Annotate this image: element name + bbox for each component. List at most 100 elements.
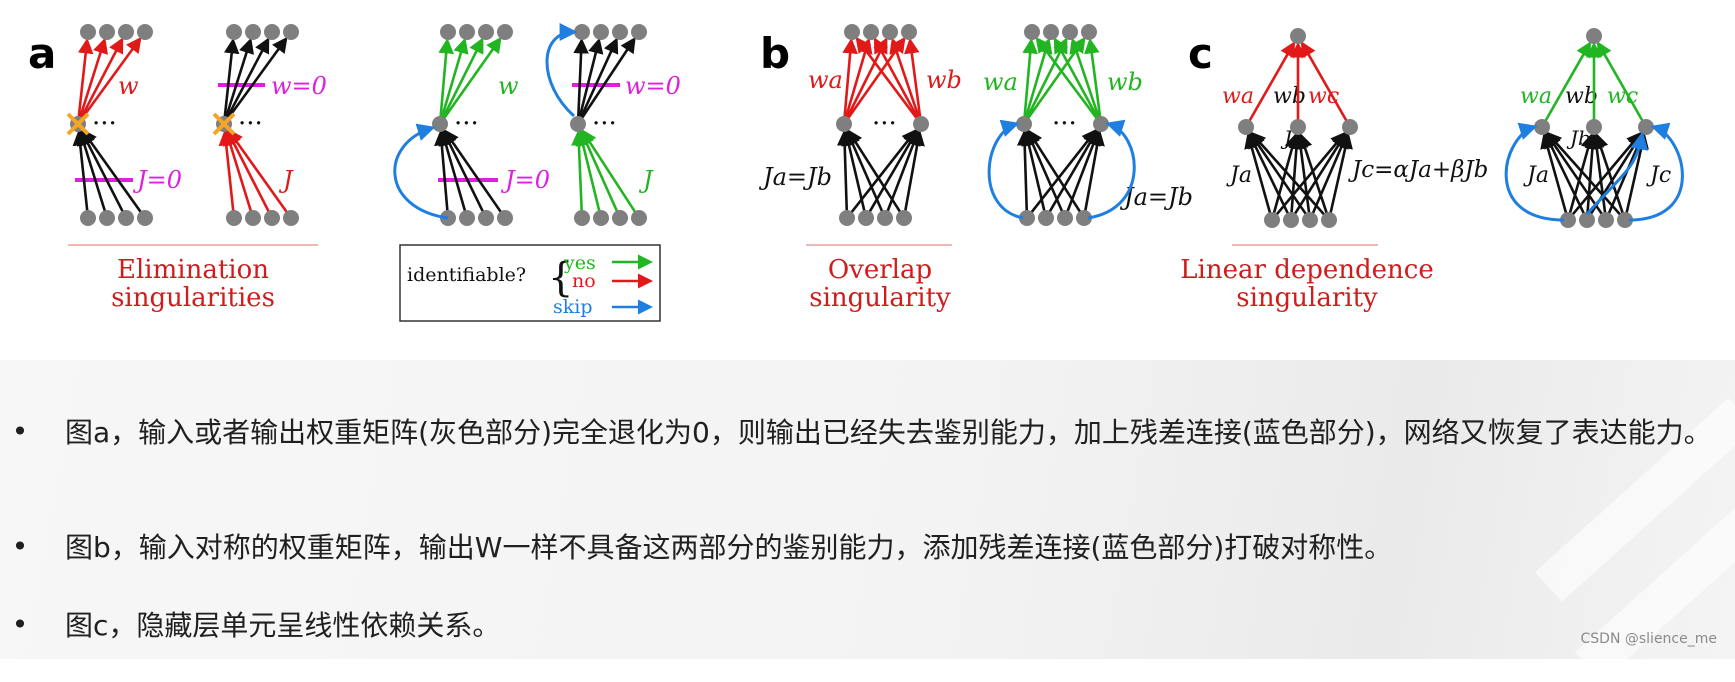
black-connection-arrow — [1593, 132, 1625, 215]
black-connection-arrow — [1545, 131, 1622, 217]
black-connection-arrow — [223, 37, 240, 119]
neuron-node — [863, 24, 879, 40]
label-wb-green: wb — [1107, 68, 1143, 96]
ellipsis: ··· — [454, 109, 479, 139]
caption-overlap-line2: singularity — [809, 283, 951, 313]
caption-elimination-line1: Elimination — [117, 255, 269, 285]
neuron-node — [1238, 119, 1254, 135]
neuron-node — [631, 210, 647, 226]
neuron-node — [264, 24, 280, 40]
black-connection-arrow — [836, 129, 853, 213]
neuron-node — [497, 24, 513, 40]
green-connection-arrow — [1053, 37, 1100, 120]
black-connection-arrow — [849, 128, 918, 215]
neuron-node — [1579, 212, 1595, 228]
panel-letter-a: a — [28, 29, 56, 78]
neuron-node — [1019, 210, 1035, 226]
label-J-zero: J=0 — [132, 166, 182, 194]
skip-connection-arrow — [393, 123, 449, 220]
neuron-node — [118, 210, 134, 226]
neuron-node — [844, 24, 860, 40]
green-connection-arrow — [442, 36, 502, 120]
black-connection-arrow — [1016, 129, 1033, 213]
black-connection-arrow — [573, 37, 589, 119]
neuron-node — [1081, 24, 1097, 40]
panel-letter-c: c — [1188, 29, 1213, 78]
red-connection-arrow — [842, 37, 858, 119]
black-connection-arrow — [81, 128, 143, 214]
neuron-node — [440, 24, 456, 40]
green-connection-arrow — [1069, 37, 1101, 119]
black-connection-arrow — [1329, 132, 1353, 215]
label-wa-green: wa — [983, 68, 1018, 96]
green-connection-arrow — [579, 129, 619, 214]
green-connection-arrow — [1022, 37, 1038, 119]
red-connection-arrow — [855, 36, 919, 120]
black-connection-arrow — [578, 37, 604, 119]
neuron-node — [1586, 28, 1602, 44]
label-w-zero-green: w=0 — [625, 72, 681, 100]
black-connection-arrow — [225, 37, 270, 120]
bullet-text: 图c，隐藏层单元呈线性依赖关系。 — [65, 609, 501, 642]
black-connection-arrow — [224, 37, 254, 119]
green-connection-arrow — [438, 37, 454, 119]
neuron-node — [882, 24, 898, 40]
neuron-node — [432, 116, 448, 132]
black-connection-arrow — [1311, 132, 1349, 216]
neuron-node — [99, 210, 115, 226]
black-connection-arrow — [1249, 131, 1326, 217]
skip-connection-arrow — [1087, 119, 1136, 220]
label-J-green: J — [638, 166, 654, 194]
label-w-zero: w=0 — [271, 72, 327, 100]
neuron-node — [631, 24, 647, 40]
neuron-node — [1560, 212, 1576, 228]
neuron-node — [836, 116, 852, 132]
black-connection-arrow — [579, 37, 619, 120]
neuron-node — [137, 24, 153, 40]
neuron-node — [478, 210, 494, 226]
neuron-node — [612, 24, 628, 40]
neuron-node — [459, 210, 475, 226]
slide-background — [0, 360, 1735, 682]
neuron-node — [1076, 210, 1092, 226]
bullet-text: 图a，输入或者输出权重矩阵(灰色部分)完全退化为0，则输出已经失去鉴别能力，加上… — [65, 416, 1712, 449]
neuron-node — [1043, 24, 1059, 40]
identifiability-legend: identifiable? { yes no skip — [399, 244, 661, 322]
neuron-node — [570, 116, 586, 132]
legend-no: no — [572, 270, 596, 292]
red-connection-arrow — [1247, 41, 1296, 123]
neuron-node — [245, 210, 261, 226]
neuron-node — [245, 24, 261, 40]
neuron-node — [478, 24, 494, 40]
singularities-figure: a b c w J=0 w=0 J w w=0 J=0 J Eliminatio… — [28, 23, 1684, 322]
caption-linear-line1: Linear dependence — [1180, 255, 1433, 285]
black-connection-arrow — [443, 128, 503, 214]
ellipsis: ··· — [1052, 109, 1077, 139]
ellipsis: ··· — [92, 109, 117, 139]
bullet-marker: • — [11, 530, 29, 563]
label-J: J — [278, 166, 294, 194]
neuron-node — [99, 24, 115, 40]
red-connection-arrow — [904, 37, 922, 119]
legend-box — [399, 244, 661, 322]
black-connection-arrow — [903, 129, 925, 213]
neuron-node — [1024, 24, 1040, 40]
legend-prefix: identifiable? — [407, 264, 526, 286]
label-c-Ja: Ja — [1226, 163, 1252, 188]
neuron-node — [839, 210, 855, 226]
skip-connection-arrow — [545, 23, 578, 118]
legend-yes: yes — [563, 252, 596, 274]
neuron-node — [858, 210, 874, 226]
neuron-node — [283, 210, 299, 226]
bullet-marker: • — [11, 415, 29, 448]
legend-skip: skip — [553, 296, 593, 318]
green-connection-arrow — [1084, 37, 1102, 119]
label-c-Jc-right: Jc — [1646, 163, 1671, 188]
black-connection-arrow — [442, 129, 485, 214]
caption-linear-line2: singularity — [1236, 283, 1378, 313]
neuron-node — [264, 210, 280, 226]
skip-connection-arrow — [1585, 131, 1649, 216]
red-connection-arrow — [77, 37, 94, 119]
label-c-wa: wa — [1222, 84, 1254, 109]
neuron-node — [1586, 119, 1602, 135]
